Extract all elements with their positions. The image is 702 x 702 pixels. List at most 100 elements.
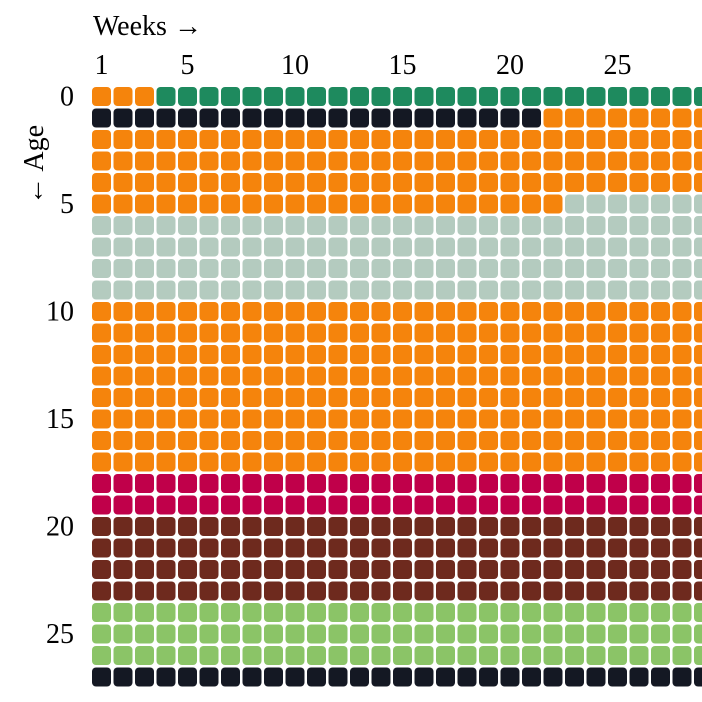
week-cell — [457, 431, 477, 450]
week-cell — [436, 409, 455, 429]
week-cell — [242, 474, 262, 493]
week-cell — [135, 194, 154, 214]
week-cell — [608, 581, 627, 601]
week-cell — [371, 345, 391, 364]
week-cell — [264, 345, 283, 364]
week-cell — [608, 108, 627, 128]
week-cell — [479, 259, 498, 278]
week-cell — [393, 173, 412, 192]
week-cell — [479, 173, 498, 192]
week-cell — [264, 517, 283, 536]
week-cell — [479, 130, 498, 149]
week-cell — [328, 603, 348, 622]
week-cell — [672, 323, 692, 343]
week-cell — [522, 130, 541, 149]
week-cell — [393, 517, 412, 536]
week-cell — [350, 87, 369, 106]
week-cell — [672, 302, 692, 321]
week-cell — [608, 259, 627, 278]
week-cell — [371, 323, 391, 343]
week-cell — [543, 452, 563, 472]
week-cell — [350, 151, 369, 171]
week-cell — [221, 216, 240, 235]
week-cell — [479, 646, 498, 665]
week-cell — [113, 603, 133, 622]
week-cell — [371, 452, 391, 472]
week-cell — [651, 452, 670, 472]
week-cell — [242, 302, 262, 321]
week-cell — [393, 560, 412, 579]
week-cell — [371, 302, 391, 321]
week-cell — [350, 302, 369, 321]
week-cell — [586, 538, 606, 558]
week-cell — [608, 237, 627, 257]
week-cell — [629, 409, 649, 429]
week-cell — [221, 259, 240, 278]
week-cell — [199, 624, 219, 644]
week-cell — [199, 194, 219, 214]
week-cell — [522, 151, 541, 171]
week-cell — [651, 667, 670, 687]
week-cell — [199, 237, 219, 257]
week-cell — [113, 667, 133, 687]
week-cell — [92, 388, 111, 407]
week-cell — [92, 194, 111, 214]
week-cell — [264, 216, 283, 235]
week-cell — [307, 388, 326, 407]
week-cell — [543, 474, 563, 493]
week-cell — [694, 366, 702, 386]
week-cell — [608, 517, 627, 536]
week-cell — [457, 302, 477, 321]
week-cell — [264, 603, 283, 622]
week-cell — [565, 130, 584, 149]
week-cell — [457, 452, 477, 472]
week-cell — [629, 108, 649, 128]
y-tick-label: 10 — [46, 297, 74, 328]
week-cell — [608, 216, 627, 235]
week-cell — [479, 409, 498, 429]
week-cell — [350, 345, 369, 364]
week-cell — [92, 237, 111, 257]
week-cell — [264, 130, 283, 149]
week-cell — [135, 259, 154, 278]
week-cell — [135, 366, 154, 386]
week-cell — [328, 409, 348, 429]
week-cell — [307, 108, 326, 128]
week-cell — [629, 474, 649, 493]
week-cell — [629, 323, 649, 343]
week-cell — [371, 366, 391, 386]
week-cell — [221, 151, 240, 171]
week-cell — [113, 624, 133, 644]
week-cell — [328, 560, 348, 579]
week-cell — [414, 667, 434, 687]
week-cell — [651, 474, 670, 493]
week-cell — [457, 173, 477, 192]
week-cell — [500, 87, 520, 106]
week-cell — [371, 624, 391, 644]
week-cell — [285, 280, 305, 300]
week-cell — [178, 216, 197, 235]
week-cell — [672, 452, 692, 472]
week-cell — [565, 87, 584, 106]
week-cell — [156, 409, 176, 429]
week-cell — [694, 237, 702, 257]
y-tick-label: 15 — [46, 404, 74, 435]
week-cell — [500, 366, 520, 386]
week-cell — [629, 194, 649, 214]
week-cell — [285, 323, 305, 343]
week-cell — [350, 667, 369, 687]
week-cell — [500, 560, 520, 579]
week-cell — [199, 646, 219, 665]
week-cell — [371, 151, 391, 171]
week-cell — [92, 323, 111, 343]
week-cell — [543, 194, 563, 214]
week-cell — [264, 366, 283, 386]
week-cell — [457, 87, 477, 106]
week-cell — [221, 495, 240, 515]
week-cell — [629, 603, 649, 622]
week-cell — [156, 431, 176, 450]
week-cell — [672, 345, 692, 364]
week-cell — [586, 237, 606, 257]
week-cell — [672, 646, 692, 665]
week-cell — [328, 366, 348, 386]
